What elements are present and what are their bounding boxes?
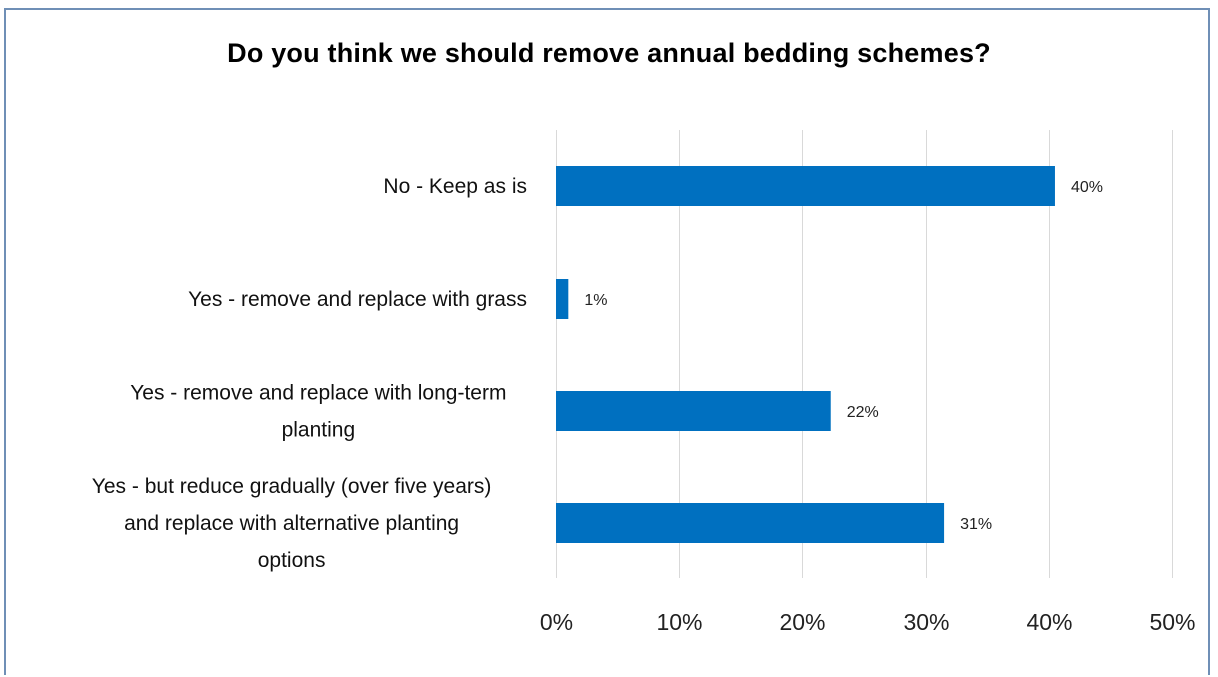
category-label: Yes - remove and replace with long-term p… <box>130 382 506 442</box>
bar <box>556 279 569 319</box>
x-tick-label: 40% <box>1026 609 1072 635</box>
x-tick-label: 0% <box>540 609 573 635</box>
category-label: Yes - but reduce gradually (over five ye… <box>92 475 492 572</box>
x-tick-label: 50% <box>1149 609 1195 635</box>
bar <box>556 391 831 431</box>
x-tick-label: 20% <box>779 609 825 635</box>
chart-frame <box>4 8 1210 675</box>
bar <box>556 166 1055 206</box>
x-tick-label: 30% <box>903 609 949 635</box>
bar <box>556 503 945 543</box>
category-label: Yes - remove and replace with grass <box>188 288 527 311</box>
chart-title: Do you think we should remove annual bed… <box>227 38 991 68</box>
x-tick-label: 10% <box>656 609 702 635</box>
data-label: 31% <box>960 516 992 533</box>
data-label: 1% <box>584 292 607 309</box>
data-label: 40% <box>1071 179 1103 196</box>
category-label: No - Keep as is <box>383 175 527 198</box>
data-label: 22% <box>847 404 879 421</box>
